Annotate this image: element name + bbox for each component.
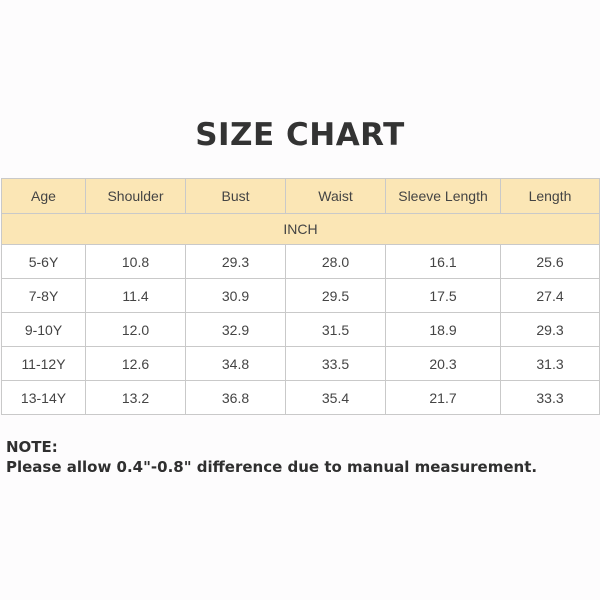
column-header-row: Age Shoulder Bust Waist Sleeve Length Le…: [1, 178, 600, 214]
table-cell: 16.1: [385, 244, 501, 279]
column-header: Waist: [285, 178, 386, 214]
table-cell: 29.3: [185, 244, 286, 279]
column-header: Age: [1, 178, 86, 214]
table-cell: 25.6: [500, 244, 600, 279]
table-cell: 18.9: [385, 312, 501, 347]
note-text: Please allow 0.4"-0.8" difference due to…: [6, 458, 538, 476]
table-row: 13-14Y 13.2 36.8 35.4 21.7 33.3: [1, 380, 600, 415]
column-header: Shoulder: [85, 178, 186, 214]
table-row: 5-6Y 10.8 29.3 28.0 16.1 25.6: [1, 244, 600, 279]
table-cell: 31.3: [500, 346, 600, 381]
table-cell: 33.3: [500, 380, 600, 415]
table-cell: 13-14Y: [1, 380, 86, 415]
table-cell: 29.3: [500, 312, 600, 347]
table-cell: 11-12Y: [1, 346, 86, 381]
unit-label: INCH: [1, 213, 600, 245]
table-cell: 12.6: [85, 346, 186, 381]
table-cell: 5-6Y: [1, 244, 86, 279]
table-cell: 9-10Y: [1, 312, 86, 347]
table-cell: 36.8: [185, 380, 286, 415]
table-cell: 33.5: [285, 346, 386, 381]
note-heading: NOTE:: [6, 438, 58, 456]
table-cell: 32.9: [185, 312, 286, 347]
page-title: SIZE CHART: [195, 117, 405, 153]
size-table: Age Shoulder Bust Waist Sleeve Length Le…: [1, 178, 600, 415]
table-cell: 12.0: [85, 312, 186, 347]
table-cell: 17.5: [385, 278, 501, 313]
table-row: 7-8Y 11.4 30.9 29.5 17.5 27.4: [1, 278, 600, 313]
table-cell: 28.0: [285, 244, 386, 279]
column-header: Bust: [185, 178, 286, 214]
table-cell: 13.2: [85, 380, 186, 415]
table-row: 11-12Y 12.6 34.8 33.5 20.3 31.3: [1, 346, 600, 381]
table-cell: 34.8: [185, 346, 286, 381]
table-row: 9-10Y 12.0 32.9 31.5 18.9 29.3: [1, 312, 600, 347]
note-block: NOTE: Please allow 0.4"-0.8" difference …: [6, 437, 594, 477]
table-cell: 20.3: [385, 346, 501, 381]
table-cell: 31.5: [285, 312, 386, 347]
table-cell: 27.4: [500, 278, 600, 313]
table-cell: 29.5: [285, 278, 386, 313]
table-cell: 11.4: [85, 278, 186, 313]
table-cell: 7-8Y: [1, 278, 86, 313]
table-cell: 30.9: [185, 278, 286, 313]
table-cell: 10.8: [85, 244, 186, 279]
table-cell: 35.4: [285, 380, 386, 415]
column-header: Length: [500, 178, 600, 214]
unit-row: INCH: [1, 213, 600, 245]
table-cell: 21.7: [385, 380, 501, 415]
column-header: Sleeve Length: [385, 178, 501, 214]
